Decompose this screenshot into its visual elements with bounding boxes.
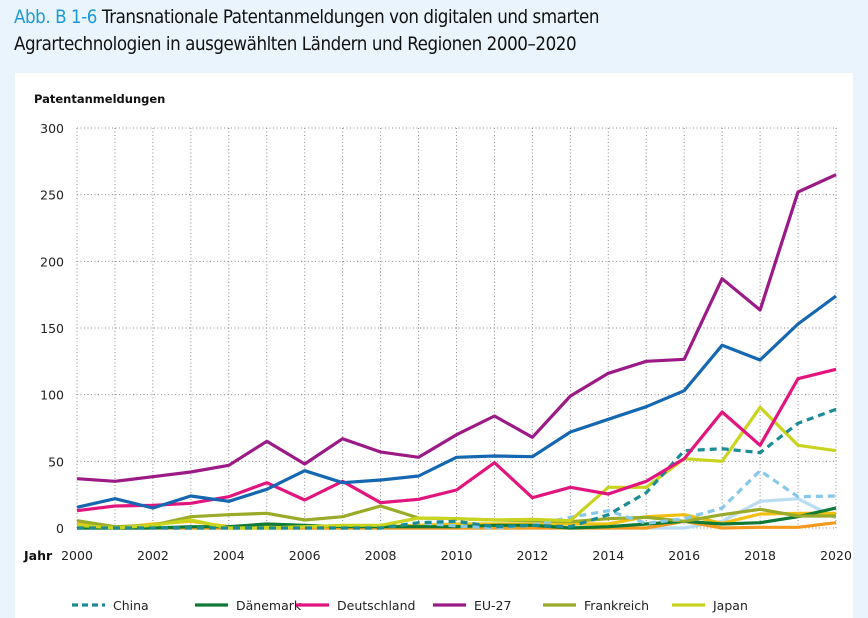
x-tick-label: 2010 xyxy=(441,548,473,563)
figure-title: Abb. B 1-6 Transnationale Patentanmeldun… xyxy=(14,4,859,58)
y-tick-label: 150 xyxy=(40,321,64,336)
legend-label: Frankreich xyxy=(584,598,649,613)
legend-item: China xyxy=(72,598,149,613)
legend-label: China xyxy=(113,598,149,613)
legend-item: Dänemark xyxy=(195,598,302,613)
series-line-unlabeled-9 xyxy=(76,294,837,510)
series-line-eu-27 xyxy=(76,173,837,483)
x-tick-label: 2006 xyxy=(289,548,321,563)
x-tick-label: 2018 xyxy=(744,548,776,563)
title-line-2: Agrartechnologien in ausgewählten Länder… xyxy=(14,33,577,55)
x-tick-label: 2012 xyxy=(516,548,548,563)
y-tick-label: 50 xyxy=(48,454,64,469)
figure-number: Abb. B 1-6 xyxy=(14,6,97,28)
y-tick-labels: 0 50 100 150 200 250 300 xyxy=(40,121,64,536)
y-tick-label: 0 xyxy=(56,521,64,536)
x-tick-label: 2008 xyxy=(365,548,397,563)
series-line-japan xyxy=(76,405,837,530)
x-tick-label: 2016 xyxy=(668,548,700,563)
x-tick-label: 2014 xyxy=(592,548,624,563)
y-tick-label: 100 xyxy=(40,388,64,403)
x-tick-label: 2000 xyxy=(61,548,93,563)
legend-item: EU-27 xyxy=(433,598,511,613)
series-lines xyxy=(76,173,837,530)
y-tick-label: 250 xyxy=(40,188,64,203)
x-tick-label: 2004 xyxy=(213,548,245,563)
legend-item: Japan xyxy=(672,598,748,613)
legend-label: Deutschland xyxy=(337,598,415,613)
y-tick-label: 200 xyxy=(40,254,64,269)
legend-label: EU-27 xyxy=(474,598,511,613)
title-line-1: Transnationale Patentanmeldungen von dig… xyxy=(101,6,600,28)
y-axis-title: Patentanmeldungen xyxy=(34,92,165,106)
legend-label: Japan xyxy=(712,598,748,613)
x-tick-label: 2020 xyxy=(820,548,852,563)
x-tick-labels: 2000 2002 2004 2006 2008 2010 2012 2014 2016 2018… xyxy=(61,548,852,563)
x-axis-title: Jahr xyxy=(23,548,53,563)
y-tick-label: 300 xyxy=(40,121,64,136)
legend-label: Dänemark xyxy=(236,598,302,613)
series-line-china xyxy=(77,407,837,530)
grid-lines xyxy=(76,127,837,529)
legend-item: Deutschland xyxy=(296,598,415,613)
legend: China Dänemark Deutschland EU-27 Frankreich J… xyxy=(72,598,748,613)
legend-item: Frankreich xyxy=(543,598,649,613)
x-tick-label: 2002 xyxy=(137,548,169,563)
series-line-deutschland xyxy=(76,367,837,513)
